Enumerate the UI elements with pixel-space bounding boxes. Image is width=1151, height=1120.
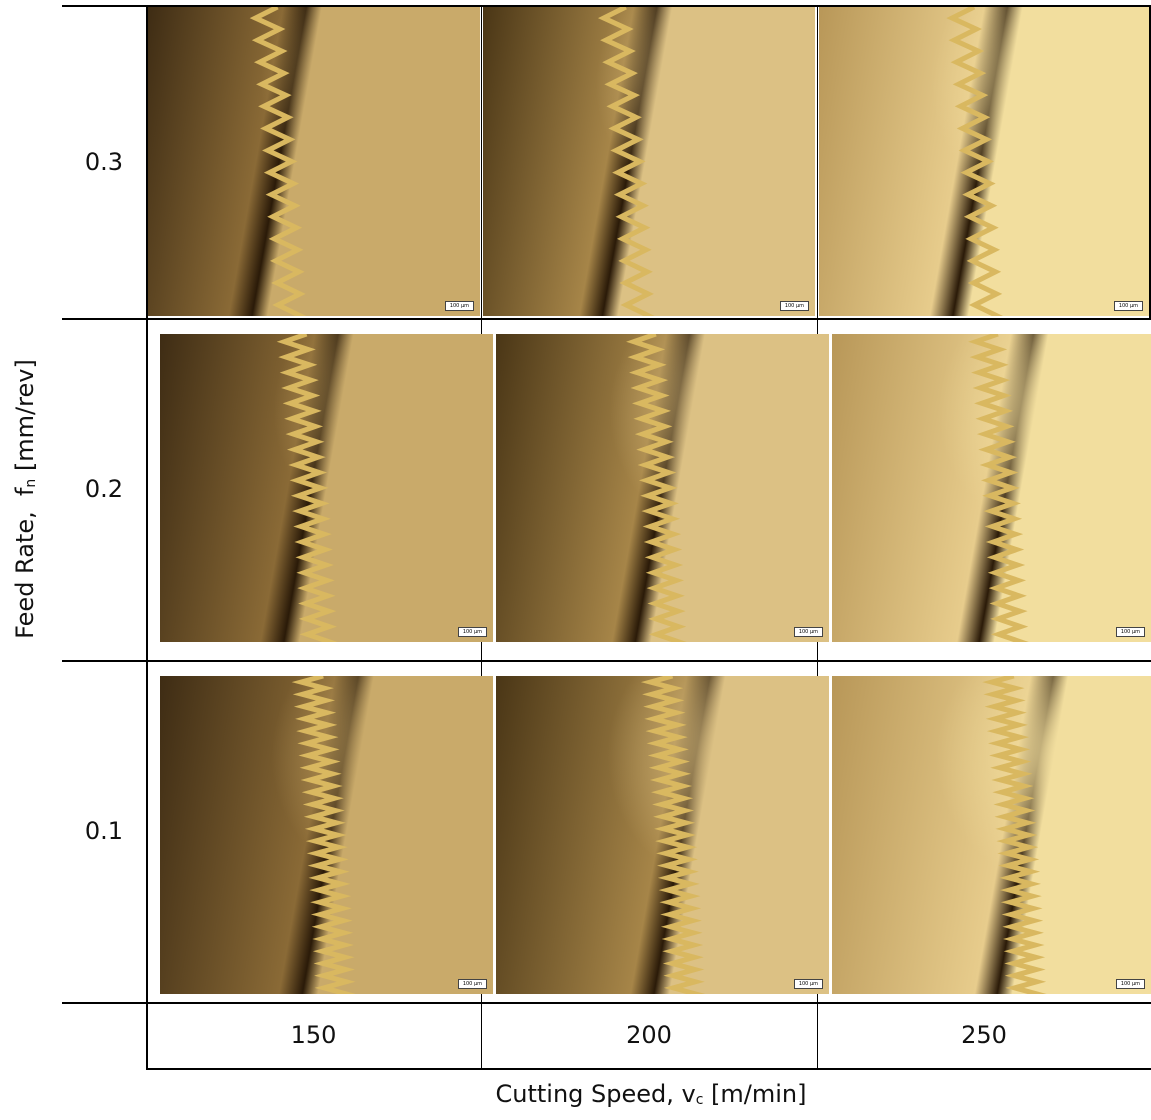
micrograph: 100 µm <box>832 676 1151 994</box>
table-border <box>146 1068 1151 1070</box>
y-label-text: Feed Rate, f <box>11 488 39 639</box>
scale-bar: 100 µm <box>1116 979 1145 989</box>
cutting-edge <box>148 7 480 316</box>
teeth <box>285 334 330 642</box>
row-label: 0.1 <box>62 660 146 1002</box>
scale-bar: 100 µm <box>794 979 823 989</box>
column-label: 150 <box>146 1002 481 1068</box>
micrograph: 100 µm <box>148 7 480 316</box>
page: Feed Rate, fn [mm/rev] Cutting Speed, vc… <box>0 0 1151 1120</box>
micrograph: 100 µm <box>832 334 1151 642</box>
cutting-edge <box>832 676 1151 994</box>
cutting-edge <box>160 676 493 994</box>
teeth <box>255 7 300 316</box>
teeth <box>952 7 997 316</box>
row-divider <box>62 660 1151 662</box>
y-label-subscript: n <box>23 479 39 488</box>
y-axis-label: Feed Rate, fn [mm/rev] <box>11 354 39 644</box>
row-label: 0.3 <box>62 5 146 318</box>
x-label-text: Cutting Speed, v <box>495 1080 695 1108</box>
y-label-unit: [mm/rev] <box>11 359 39 479</box>
scale-bar: 100 µm <box>445 301 474 311</box>
x-axis-label: Cutting Speed, vc [m/min] <box>446 1080 856 1108</box>
cutting-edge <box>496 676 829 994</box>
cutting-edge <box>819 7 1149 316</box>
micrograph: 100 µm <box>160 676 493 994</box>
micrograph: 100 µm <box>496 676 829 994</box>
scale-bar: 100 µm <box>458 627 487 637</box>
cutting-edge <box>160 334 493 642</box>
column-label: 200 <box>481 1002 817 1068</box>
teeth <box>301 676 346 994</box>
micrograph: 100 µm <box>819 7 1149 316</box>
scale-bar: 100 µm <box>780 301 809 311</box>
scale-bar: 100 µm <box>1116 627 1145 637</box>
x-label-unit: [m/min] <box>703 1080 806 1108</box>
teeth <box>604 7 649 316</box>
micrograph: 100 µm <box>496 334 829 642</box>
scale-bar: 100 µm <box>794 627 823 637</box>
cutting-edge <box>483 7 815 316</box>
row-divider <box>62 318 1151 320</box>
micrograph: 100 µm <box>483 7 815 316</box>
scale-bar: 100 µm <box>1114 301 1143 311</box>
cutting-edge <box>496 334 829 642</box>
teeth <box>634 334 679 642</box>
teeth <box>992 676 1037 994</box>
scale-bar: 100 µm <box>458 979 487 989</box>
row-label: 0.2 <box>62 318 146 660</box>
cutting-edge <box>832 334 1151 642</box>
column-label: 250 <box>817 1002 1151 1068</box>
micrograph: 100 µm <box>160 334 493 642</box>
teeth <box>650 676 695 994</box>
teeth <box>976 334 1021 642</box>
